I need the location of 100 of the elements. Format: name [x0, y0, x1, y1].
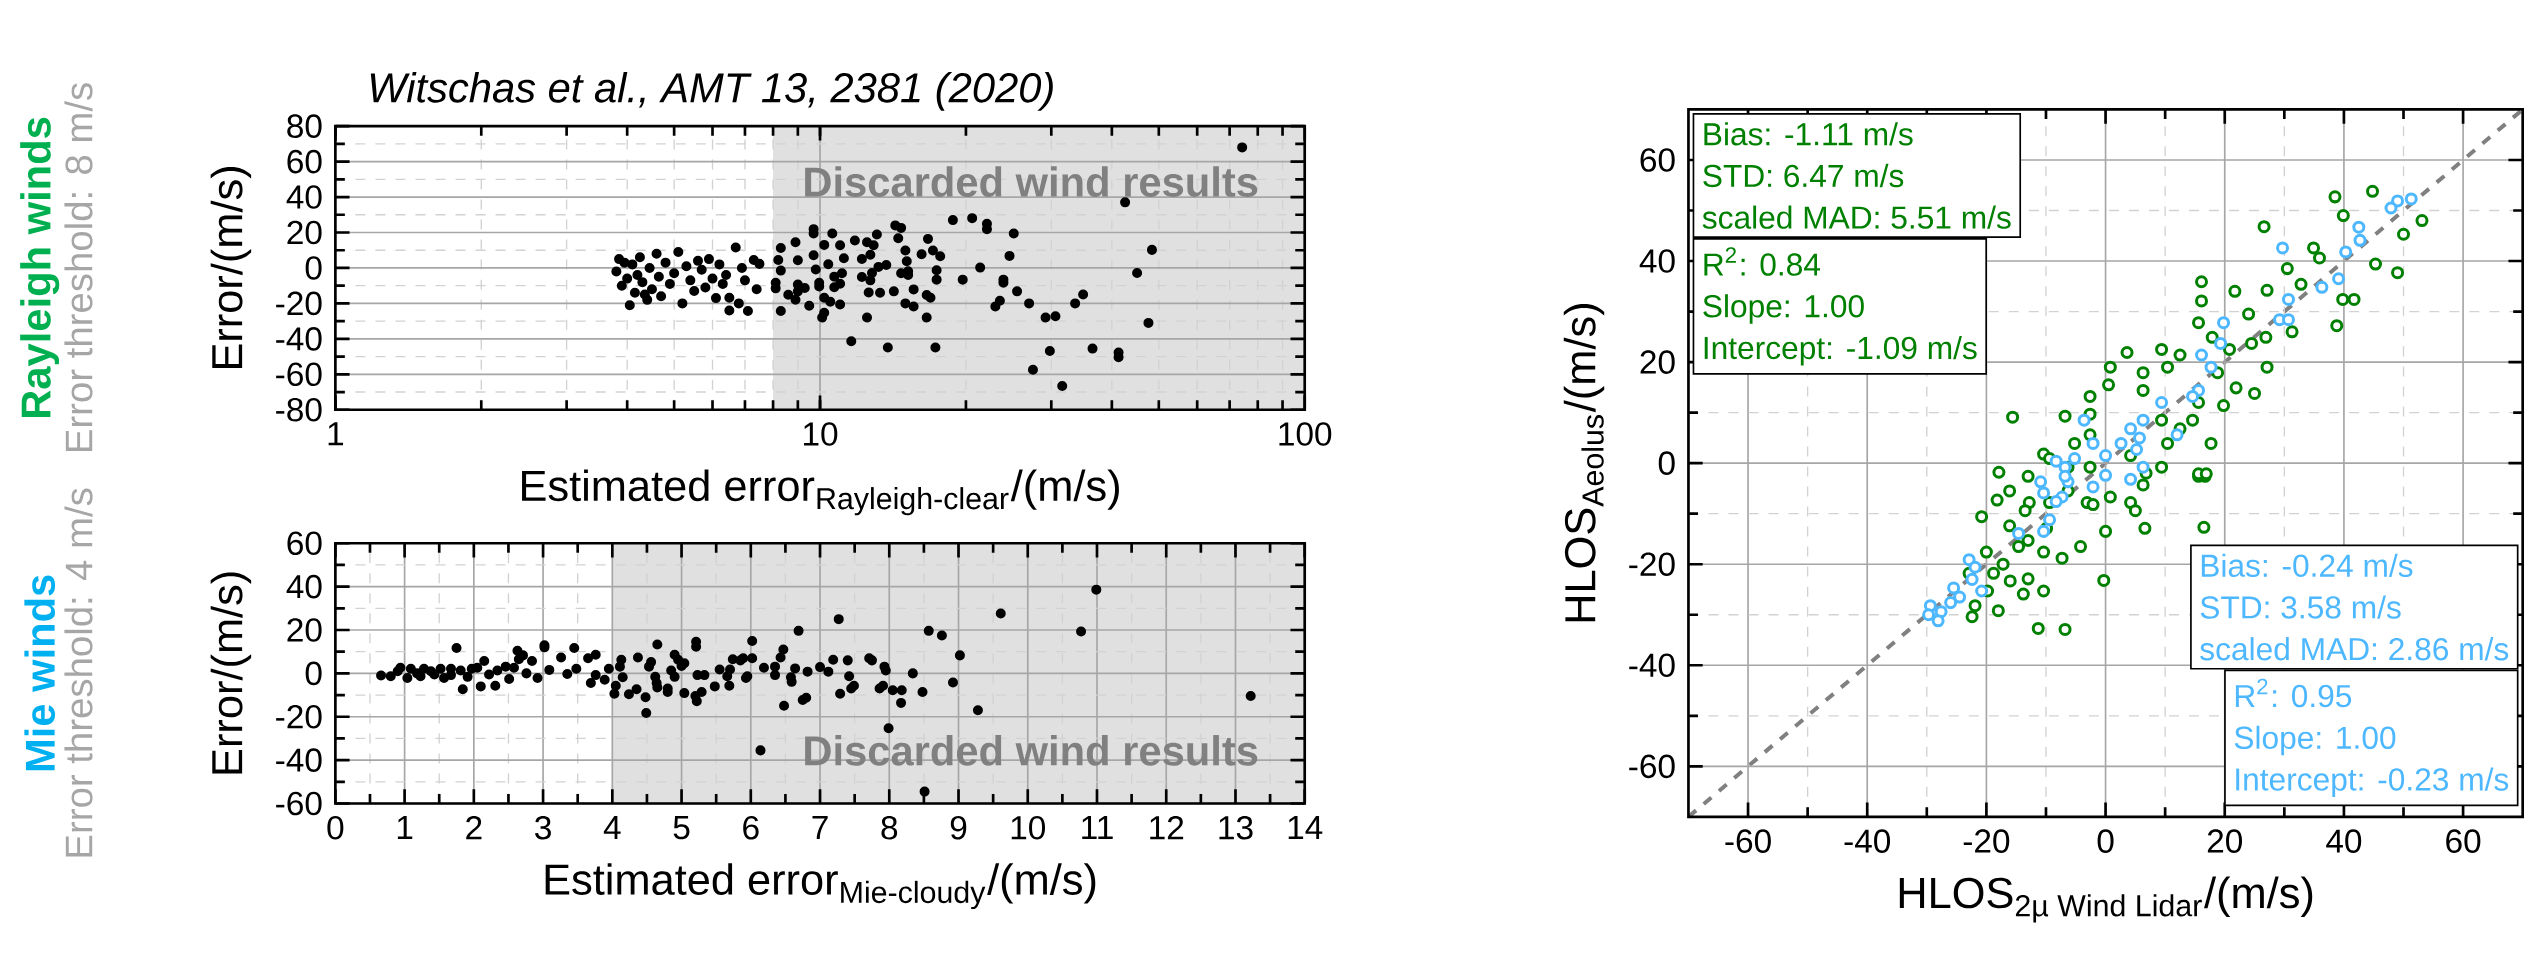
- annotation: Bias: -0.24 m/s: [2201, 553, 2413, 577]
- x-tick-label: 10: [1011, 815, 1046, 840]
- annotation: Slope: 1.00: [1703, 294, 1864, 324]
- point: [2049, 495, 2063, 509]
- chart-title: Witschas et al., AMT 13, 2381 (2020): [370, 71, 1053, 111]
- y-tick-label: -40: [276, 327, 322, 351]
- x-tick-label: 8: [881, 815, 898, 840]
- point: [2391, 194, 2405, 208]
- x-tick-label: 14: [1288, 815, 1323, 839]
- point: [2281, 292, 2295, 306]
- y-tick-label: 0: [305, 661, 322, 686]
- point: [2186, 389, 2200, 403]
- x-tick-label: 20: [2207, 829, 2243, 853]
- annotation: scaled MAD: 2.86 m/s: [2200, 637, 2509, 661]
- x-axis-title: $\text{Estimated error}_{\text{Mie-cloudy}}\text{/(m/s)}$: [545, 863, 1096, 910]
- point: [2170, 428, 2184, 442]
- band-label: Discarded wind results: [805, 166, 1258, 197]
- x-tick-label: 60: [2446, 829, 2481, 853]
- text: Rayleigh winds: [20, 117, 60, 417]
- band-label: Discarded wind results: [805, 735, 1258, 766]
- x-tick-label: 11: [1082, 815, 1113, 839]
- x-tick-label: 1: [328, 422, 344, 446]
- point: [2133, 431, 2147, 445]
- y-tick-label: -20: [1629, 552, 1675, 576]
- annotation: Slope: 1.00: [2234, 725, 2396, 756]
- x-tick-label: 0: [2097, 829, 2114, 853]
- point: [2037, 486, 2051, 500]
- point: [2114, 436, 2128, 450]
- y-axis-title: $\text{Error/(m/s)}$: [210, 167, 252, 368]
- x-axis-title: $\text{HLOS}_{\text{2µ Wind Lidar}}\text{/(m/s)}$: [1899, 876, 2313, 923]
- point: [2086, 480, 2100, 494]
- point: [2099, 449, 2113, 463]
- point: [2195, 348, 2209, 362]
- point: [2214, 336, 2228, 350]
- y-tick-label: -60: [1629, 754, 1675, 779]
- point: [2404, 192, 2418, 206]
- annotation: STD: 6.47 m/s: [1703, 163, 1904, 188]
- point: [2049, 454, 2063, 468]
- point: [2043, 513, 2057, 527]
- point: [2315, 280, 2329, 294]
- x-tick-label: 6: [743, 815, 759, 840]
- x-tick-label: 13: [1219, 815, 1253, 840]
- y-tick-label: 20: [1640, 350, 1675, 374]
- point: [2353, 233, 2367, 247]
- annotation: Intercept: -1.09 m/s: [1704, 335, 1977, 366]
- point: [1944, 596, 1958, 610]
- point: [2130, 442, 2144, 456]
- y-tick-label: 0: [1658, 451, 1675, 475]
- point: [2099, 468, 2113, 482]
- point: [1947, 581, 1961, 595]
- x-tick-label: 1: [397, 815, 413, 839]
- x-tick-label: 10: [804, 422, 838, 446]
- y-tick-label: -80: [276, 397, 322, 422]
- point: [1931, 614, 1945, 628]
- annotation: Intercept: -0.23 m/s: [2236, 767, 2509, 797]
- point: [2124, 472, 2138, 486]
- y-tick-label: 60: [287, 531, 322, 556]
- point: [2155, 396, 2169, 410]
- text: Error threshold: 4 m/s: [64, 488, 93, 857]
- x-tick-label: 4: [603, 815, 621, 839]
- y-tick-label: 40: [286, 185, 322, 209]
- x-tick-label: 100: [1279, 422, 1332, 446]
- point: [2058, 469, 2072, 483]
- point: [2352, 220, 2366, 234]
- x-tick-label: 5: [673, 815, 690, 840]
- y-tick-label: -40: [276, 748, 322, 772]
- point: [2332, 272, 2346, 286]
- point: [2281, 313, 2295, 327]
- y-tick-label: 20: [287, 618, 322, 642]
- annotation: R$^{2}$: 0.84: [1704, 247, 1821, 276]
- point: [1965, 572, 1979, 586]
- point: [2136, 413, 2150, 427]
- y-tick-label: 60: [1640, 148, 1675, 172]
- point: [1968, 560, 1982, 574]
- x-tick-label: 12: [1150, 815, 1184, 840]
- y-tick-label: -60: [276, 791, 322, 816]
- point: [2339, 245, 2353, 259]
- x-tick-label: 0: [327, 815, 344, 840]
- y-axis-title: $\text{HLOS}_{\text{Aeolus}}\text{/(m/s)}$: [1563, 304, 1605, 622]
- x-tick-label: -40: [1844, 829, 1891, 853]
- point: [2217, 316, 2231, 330]
- annotation: scaled MAD: 5.51 m/s: [1702, 205, 2011, 229]
- point: [2384, 201, 2398, 215]
- x-tick-label: 7: [812, 815, 828, 839]
- y-tick-label: -60: [276, 362, 322, 387]
- point: [2136, 460, 2150, 474]
- y-tick-label: -40: [1629, 653, 1675, 678]
- point: [1922, 608, 1936, 622]
- y-tick-label: 0: [305, 256, 322, 280]
- x-tick-label: 9: [950, 815, 967, 840]
- point: [2068, 452, 2082, 466]
- text: Mie winds: [24, 575, 56, 771]
- x-tick-label: -20: [1963, 829, 2010, 853]
- point: [2204, 360, 2218, 374]
- x-tick-label: -60: [1725, 829, 1771, 853]
- annotation: R$^{2}$: 0.95: [2235, 678, 2352, 708]
- point: [2034, 475, 2048, 489]
- x-tick-label: 2: [466, 815, 482, 840]
- point: [1975, 584, 1989, 598]
- x-tick-label: 40: [2326, 829, 2362, 853]
